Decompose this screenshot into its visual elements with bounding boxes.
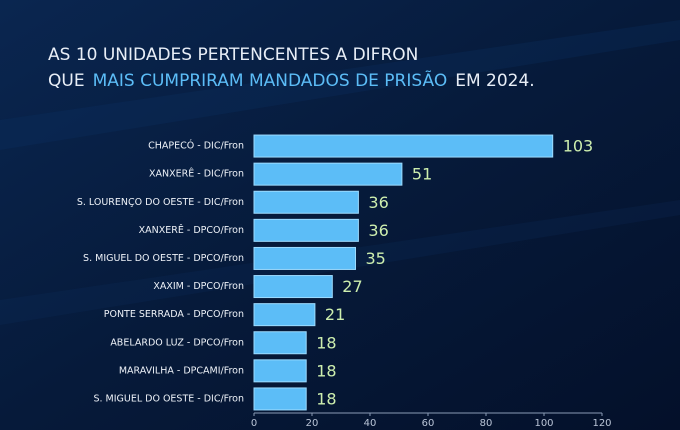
y-tick-label: S. LOURENÇO DO OESTE - DIC/Fron [77,197,244,208]
bar [253,303,316,327]
bar [253,359,307,383]
bar [253,162,403,186]
value-label: 18 [316,389,336,408]
y-tick-label: S. MIGUEL DO OESTE - DPCO/Fron [83,253,244,264]
value-label: 21 [325,305,345,324]
value-label: 35 [366,249,386,268]
value-label: 36 [368,221,388,240]
x-tick-label: 20 [306,418,319,429]
y-tick-label: XAXIM - DPCO/Fron [153,281,244,292]
bar [253,190,359,214]
value-label: 103 [563,137,594,156]
title-line-2: QUE MAIS CUMPRIRAM MANDADOS DE PRISÃO EM 2… [48,69,535,91]
title-part: EM 2024. [455,71,534,91]
bar [253,331,307,355]
x-tick-label: 100 [534,418,553,429]
y-tick-label: ABELARDO LUZ - DPCO/Fron [110,337,244,348]
title-highlight: MAIS CUMPRIRAM MANDADOS DE PRISÃO [93,69,448,91]
bar [253,218,359,242]
y-tick-label: CHAPECÓ - DIC/Fron [148,140,244,152]
y-tick-label: XANXERÊ - DPCO/Fron [139,224,244,236]
y-tick-label: S. MIGUEL DO OESTE - DIC/Fron [93,393,244,404]
bar [253,387,307,411]
title-line-1: AS 10 UNIDADES PERTENCENTES A DIFRON [48,45,418,65]
y-tick-label: PONTE SERRADA - DPCO/Fron [104,309,244,320]
x-tick-label: 0 [251,418,257,429]
bar [253,246,356,270]
x-tick-label: 60 [422,418,435,429]
x-tick-label: 40 [364,418,377,429]
title-part: QUE [48,71,85,91]
value-label: 27 [342,277,362,296]
x-tick-label: 120 [592,418,611,429]
y-tick-label: XANXERÊ - DIC/Fron [149,168,244,180]
x-tick-label: 80 [480,418,493,429]
bar [253,134,554,158]
value-label: 18 [316,333,336,352]
bar [253,275,333,299]
value-label: 51 [412,165,432,184]
value-label: 18 [316,361,336,380]
y-tick-label: MARAVILHA - DPCAMI/Fron [119,365,244,376]
value-label: 36 [368,193,388,212]
streak [0,20,680,150]
